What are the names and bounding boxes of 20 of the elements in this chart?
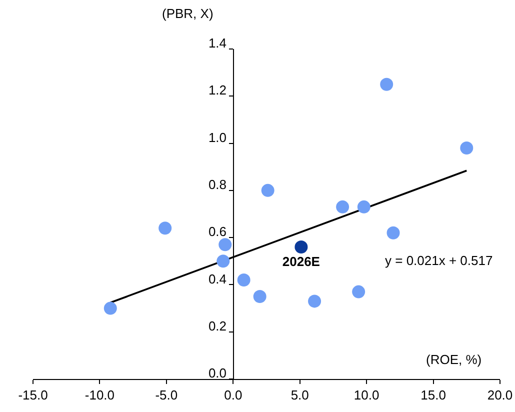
y-tick-label: 0.2 — [208, 318, 227, 334]
y-axis-title: (PBR, X) — [162, 6, 214, 21]
y-tick-label: 1.2 — [208, 82, 227, 98]
y-tick-label: 1.4 — [208, 36, 227, 51]
y-tick-label: 1.0 — [208, 130, 227, 145]
x-tick-label: -10.0 — [84, 388, 115, 403]
x-tick-label: 20.0 — [487, 388, 513, 403]
x-tick-label: 15.0 — [420, 388, 446, 403]
x-tick-label: -5.0 — [155, 388, 178, 403]
x-tick-label: 0.0 — [224, 388, 242, 403]
y-tick-label: 0.4 — [208, 271, 227, 286]
x-tick-label: 10.0 — [354, 388, 380, 403]
x-tick-label: 5.0 — [290, 388, 309, 403]
y-tick-label: 0.6 — [208, 224, 227, 240]
y-tick-label: 0.0 — [208, 366, 227, 381]
y-tick-label: 0.8 — [208, 176, 227, 192]
x-tick-label: -15.0 — [18, 388, 48, 403]
series-label: 2026E — [282, 254, 320, 269]
x-axis-title: (ROE, %) — [426, 352, 482, 367]
annotation: y = 0.021x + 0.517 — [385, 253, 493, 268]
